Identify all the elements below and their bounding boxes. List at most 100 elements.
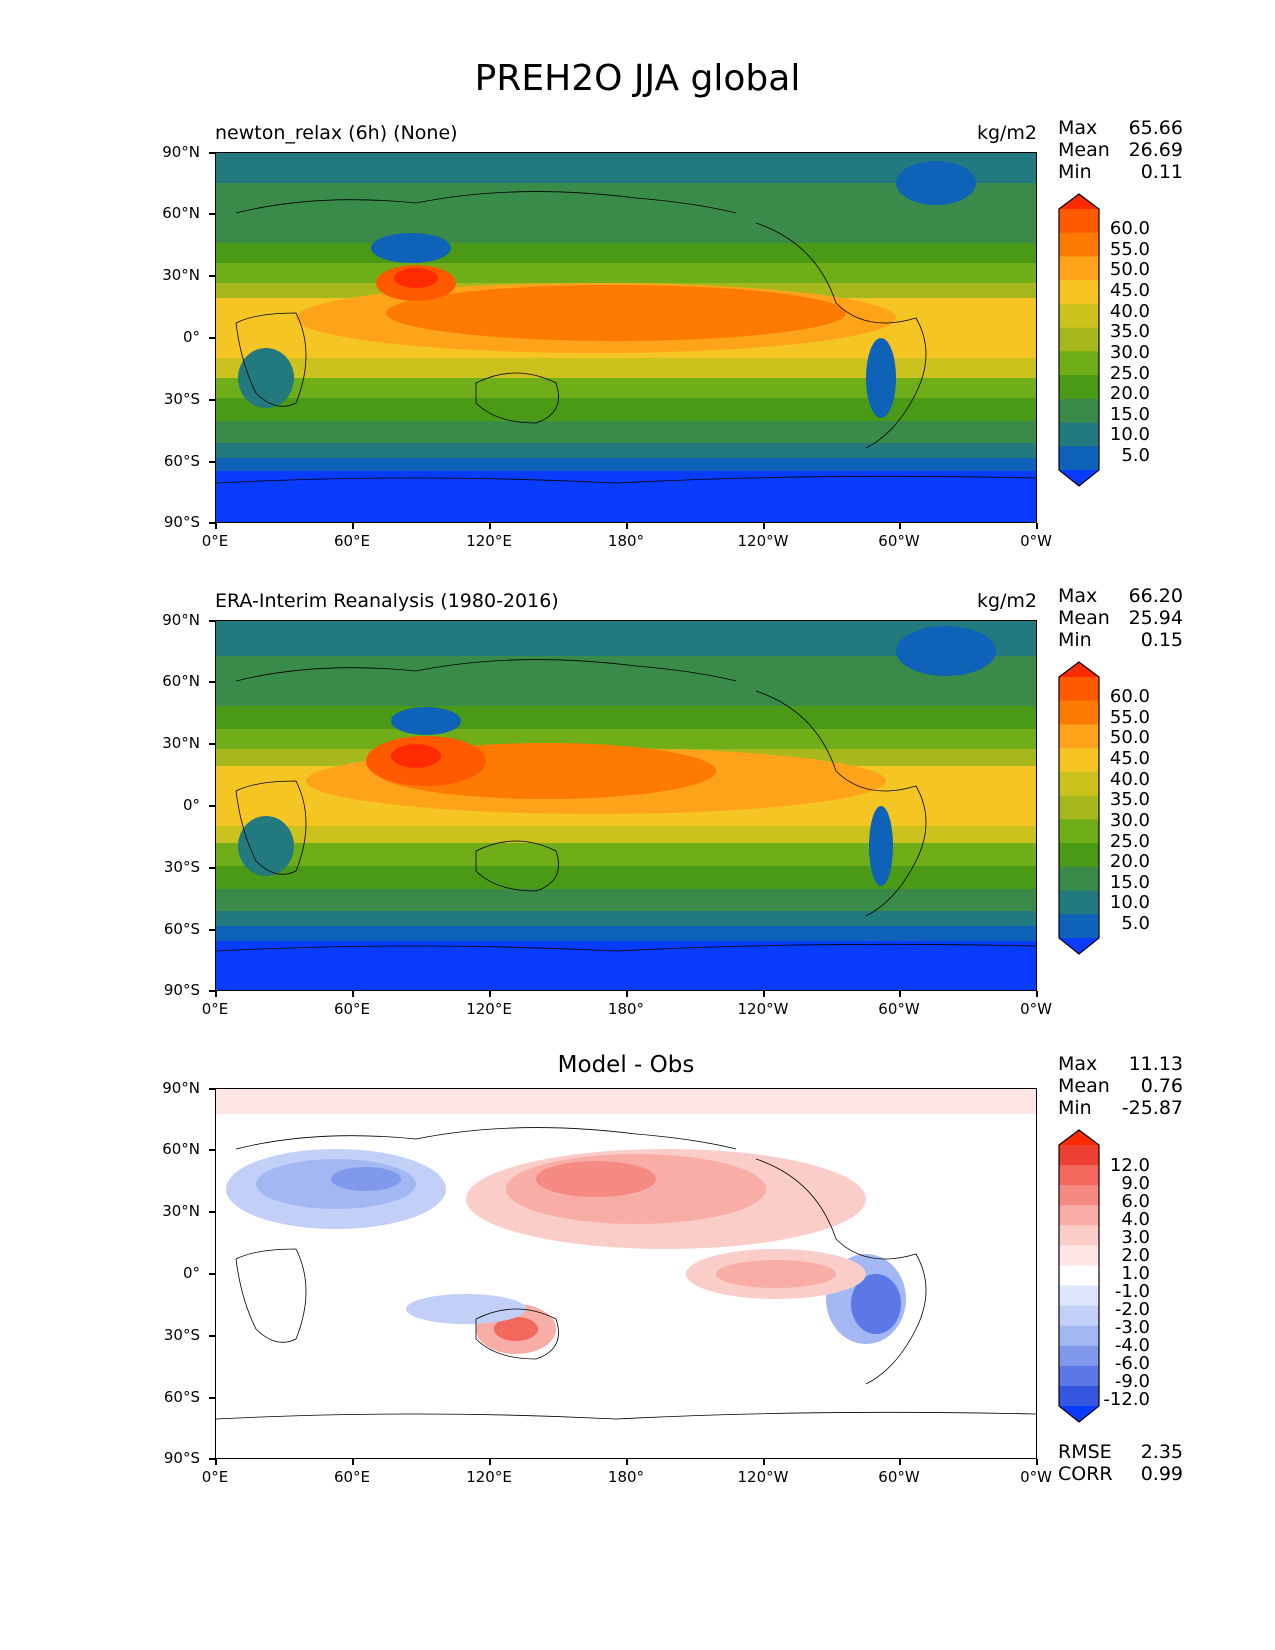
- p2-xtick-0w: 0°W: [1020, 1000, 1052, 1018]
- p1-xtick-60e: 60°E: [333, 532, 371, 550]
- p1-cb-10: 10.0: [1109, 424, 1150, 445]
- p3-stat-mean-value: 0.76: [1140, 1075, 1183, 1097]
- p3-xtick-120e: 120°E: [466, 1468, 512, 1486]
- panel1-map: [215, 152, 1037, 523]
- colorbar-segment: [1059, 1385, 1099, 1407]
- p1-cb-15: 15.0: [1109, 404, 1150, 425]
- colorbar-segment: [1059, 351, 1099, 376]
- p1-ytick-90s: 90°S: [163, 513, 200, 531]
- panel2-units: kg/m2: [976, 590, 1037, 612]
- p1-ytick-90n: 90°N: [162, 143, 200, 161]
- p3-cb-m3: -3.0: [1114, 1317, 1150, 1338]
- p3-ytick-90s: 90°S: [163, 1449, 200, 1467]
- p2-stat-mean-label: Mean: [1058, 607, 1110, 629]
- colorbar-segment: [1059, 748, 1099, 773]
- colorbar-segment: [1059, 446, 1099, 471]
- p2-stat-mean-value: 25.94: [1128, 607, 1183, 629]
- p1-ytick-30n: 30°N: [162, 266, 200, 284]
- colorbar-outline: [1058, 1129, 1100, 1423]
- p1-xtick-180: 180°: [607, 532, 645, 550]
- colorbar-segment: [1059, 914, 1099, 939]
- p1-stat-min-value: 0.11: [1140, 161, 1183, 183]
- panel3-title: Model - Obs: [557, 1052, 695, 1078]
- colorbar-segment: [1059, 209, 1099, 234]
- panel2-left-title: ERA-Interim Reanalysis (1980-2016): [215, 590, 559, 612]
- p1-cb-60: 60.0: [1109, 218, 1150, 239]
- colorbar-segment: [1059, 1245, 1099, 1266]
- colorbar-segment: [1059, 1145, 1099, 1166]
- colorbar-segment: [1059, 1205, 1099, 1226]
- p2-stat-min-value: 0.15: [1140, 629, 1183, 651]
- colorbar-segment: [1059, 256, 1099, 281]
- panel3-diff-svg: [216, 1089, 1036, 1458]
- p2-cb-55: 55.0: [1109, 707, 1150, 728]
- panel2-field-svg: [216, 621, 1036, 990]
- p3-cb-1: 1.0: [1121, 1263, 1150, 1284]
- p1-cb-20: 20.0: [1109, 383, 1150, 404]
- p2-stat-max-label: Max: [1058, 585, 1098, 607]
- p3-stat-max-label: Max: [1058, 1053, 1098, 1075]
- colorbar-extend-bottom: [1059, 938, 1099, 954]
- colorbar-segment: [1059, 677, 1099, 702]
- p3-ytick-30n: 30°N: [162, 1202, 200, 1220]
- colorbar-segment: [1059, 375, 1099, 400]
- colorbar-segment: [1059, 771, 1099, 797]
- p1-cb-50: 50.0: [1109, 259, 1150, 280]
- p2-xtick-120w: 120°W: [737, 1000, 789, 1018]
- p2-xtick-60e: 60°E: [333, 1000, 371, 1018]
- p1-xtick-0e: 0°E: [201, 532, 229, 550]
- p3-xtick-60e: 60°E: [333, 1468, 371, 1486]
- p3-xtick-120w: 120°W: [737, 1468, 789, 1486]
- p2-colorbar: [1058, 661, 1100, 955]
- p3-cb-m12: -12.0: [1103, 1389, 1150, 1410]
- p3-stat-corr-value: 0.99: [1140, 1463, 1183, 1485]
- colorbar-segment: [1059, 724, 1099, 749]
- p1-xtick-0w: 0°W: [1020, 532, 1052, 550]
- p3-colorbar: [1058, 1129, 1100, 1423]
- colorbar-segment: [1059, 890, 1099, 915]
- p3-ytick-60n: 60°N: [162, 1140, 200, 1158]
- p3-cb-12: 12.0: [1109, 1155, 1150, 1176]
- p3-ytick-30s: 30°S: [163, 1326, 200, 1344]
- p2-cb-40: 40.0: [1109, 769, 1150, 790]
- p2-cb-35: 35.0: [1109, 789, 1150, 810]
- p3-ytick-60s: 60°S: [163, 1388, 200, 1406]
- p3-xtick-180: 180°: [607, 1468, 645, 1486]
- colorbar-segment: [1059, 843, 1099, 868]
- p2-ytick-30s: 30°S: [163, 858, 200, 876]
- p1-cb-25: 25.0: [1109, 363, 1150, 384]
- p1-stat-mean-label: Mean: [1058, 139, 1110, 161]
- p2-cb-25: 25.0: [1109, 831, 1150, 852]
- p3-stat-corr-label: CORR: [1058, 1463, 1113, 1485]
- p3-cb-m6: -6.0: [1114, 1353, 1150, 1374]
- p3-cb-9: 9.0: [1121, 1173, 1150, 1194]
- colorbar-segment: [1059, 1305, 1099, 1327]
- p1-stat-mean-value: 26.69: [1128, 139, 1183, 161]
- p2-cb-20: 20.0: [1109, 851, 1150, 872]
- colorbar-segment: [1059, 422, 1099, 447]
- colorbar-segment: [1059, 1285, 1099, 1307]
- figure-title: PREH2O JJA global: [474, 58, 801, 99]
- p3-xtick-0w: 0°W: [1020, 1468, 1052, 1486]
- p3-stat-min-value: -25.87: [1121, 1097, 1183, 1119]
- p1-xtick-120w: 120°W: [737, 532, 789, 550]
- colorbar-segment: [1059, 1265, 1099, 1287]
- colorbar-segment: [1059, 1165, 1099, 1186]
- p1-cb-55: 55.0: [1109, 239, 1150, 260]
- p2-xtick-180: 180°: [607, 1000, 645, 1018]
- p3-cb-m9: -9.0: [1114, 1371, 1150, 1392]
- colorbar-outline: [1058, 661, 1100, 955]
- colorbar-extend-bottom: [1059, 1406, 1099, 1422]
- p3-xtick-60w: 60°W: [878, 1468, 920, 1486]
- p1-ytick-60s: 60°S: [163, 452, 200, 470]
- p3-ytick-90n: 90°N: [162, 1079, 200, 1097]
- p1-colorbar: [1058, 193, 1100, 487]
- p1-ytick-30s: 30°S: [163, 390, 200, 408]
- p2-cb-50: 50.0: [1109, 727, 1150, 748]
- colorbar-segment: [1059, 1325, 1099, 1347]
- p3-cb-m1: -1.0: [1114, 1281, 1150, 1302]
- p1-stat-max-label: Max: [1058, 117, 1098, 139]
- p3-stat-rmse-label: RMSE: [1058, 1441, 1112, 1463]
- colorbar-segment: [1059, 1365, 1099, 1387]
- p2-xtick-60w: 60°W: [878, 1000, 920, 1018]
